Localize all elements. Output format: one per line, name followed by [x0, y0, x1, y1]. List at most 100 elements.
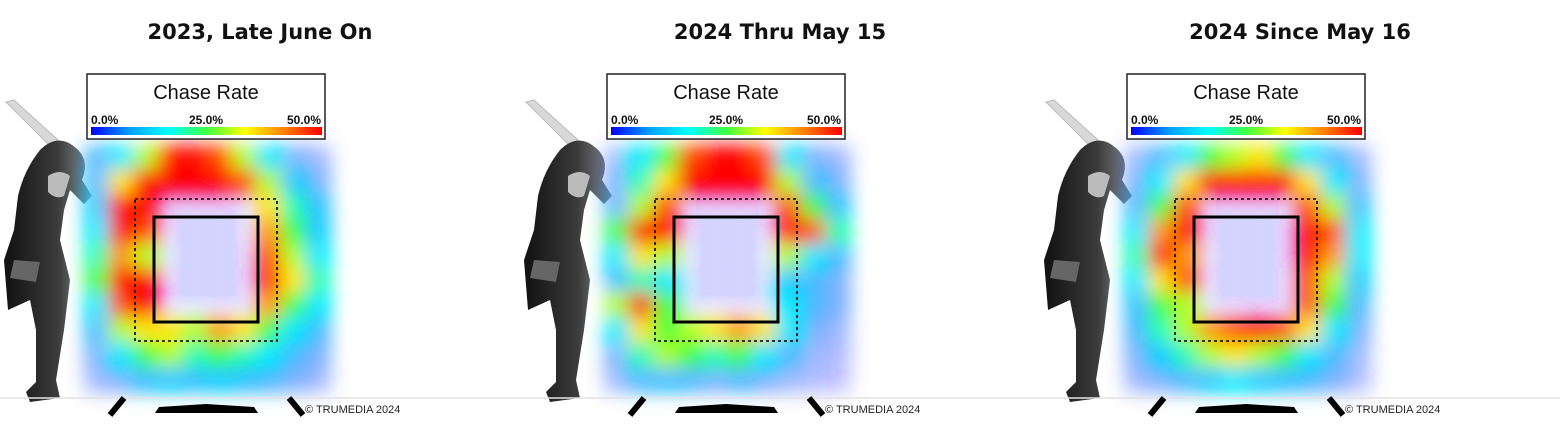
heat-cell — [157, 169, 184, 197]
heat-cell — [280, 366, 307, 393]
legend-tick-label: 25.0% — [189, 113, 223, 127]
heat-cell — [751, 268, 778, 295]
heat-cell — [157, 145, 184, 172]
heat-cell — [231, 268, 258, 295]
heat-cell — [1246, 169, 1273, 197]
heat-cell — [108, 169, 135, 197]
heat-cell — [1222, 169, 1249, 197]
batter-box-line-left — [107, 396, 127, 417]
heat-cell — [231, 292, 258, 320]
heat-cell — [1344, 218, 1371, 246]
heat-cell — [182, 169, 209, 197]
heat-cell — [751, 366, 778, 393]
zone-chart: Chase Rate 0.0% 25.0% 50.0% © TRUMEDIA 2024 — [1040, 73, 1560, 417]
credit-text: © TRUMEDIA 2024 — [825, 404, 920, 416]
heat-cell — [1197, 169, 1224, 197]
heat-cell — [304, 243, 331, 270]
heat-cell — [1271, 218, 1298, 246]
heat-cell — [157, 292, 184, 320]
heat-cell — [824, 317, 851, 344]
heat-cell — [751, 341, 778, 369]
heat-cell — [702, 341, 729, 369]
heat-cell — [206, 218, 233, 246]
heat-cell — [751, 145, 778, 172]
heat-cell — [1271, 366, 1298, 393]
heat-cell — [1222, 268, 1249, 295]
heat-cell — [824, 243, 851, 270]
heat-cell — [628, 292, 655, 320]
legend: Chase Rate 0.0% 25.0% 50.0% — [606, 73, 846, 140]
panel-title: 2024 Since May 16 — [1189, 20, 1411, 44]
heat-cell — [1173, 268, 1200, 295]
heat-cell — [84, 292, 111, 320]
heat-cell — [108, 366, 135, 393]
heat-cell — [653, 292, 680, 320]
heat-cell — [1197, 268, 1224, 295]
heat-cell — [604, 194, 631, 221]
heat-cell — [1320, 194, 1347, 221]
legend-tick-label: 0.0% — [91, 113, 119, 127]
legend-tick-label: 0.0% — [1131, 113, 1159, 127]
heat-cell — [677, 169, 704, 197]
credit-text: © TRUMEDIA 2024 — [305, 404, 400, 416]
heat-cell — [108, 243, 135, 270]
heat-cell — [206, 243, 233, 270]
heat-cell — [133, 243, 160, 270]
heat-cell — [1124, 218, 1151, 246]
heat-cell — [108, 268, 135, 295]
heat-cell — [775, 145, 802, 172]
heat-cell — [677, 145, 704, 172]
heat-cell — [1246, 145, 1273, 172]
heat-cell — [751, 243, 778, 270]
heat-cell — [1246, 366, 1273, 393]
heat-cell — [280, 292, 307, 320]
heat-cell — [84, 243, 111, 270]
heat-cell — [1197, 292, 1224, 320]
heat-cell — [1344, 317, 1371, 344]
legend-tick-label: 50.0% — [807, 113, 841, 127]
heat-cell — [1295, 341, 1322, 369]
heat-cell — [206, 145, 233, 172]
heat-cell — [84, 268, 111, 295]
heat-cell — [653, 366, 680, 393]
heat-cell — [108, 145, 135, 172]
heat-cell — [628, 194, 655, 221]
heat-cell — [206, 292, 233, 320]
heat-cell — [1197, 341, 1224, 369]
heat-cell — [108, 341, 135, 369]
heat-cell — [1344, 366, 1371, 393]
heat-cell — [133, 268, 160, 295]
batter-box-line-left — [627, 396, 647, 417]
heat-cell — [1246, 292, 1273, 320]
heat-cell — [108, 194, 135, 221]
legend-tick-label: 50.0% — [1327, 113, 1361, 127]
heat-cell — [206, 341, 233, 369]
heat-cell — [304, 366, 331, 393]
heat-cell — [157, 341, 184, 369]
heat-cell — [255, 145, 282, 172]
heat-cell — [182, 292, 209, 320]
heat-cell — [1148, 292, 1175, 320]
heat-cell — [1148, 218, 1175, 246]
heat-cell — [800, 292, 827, 320]
legend: Chase Rate 0.0% 25.0% 50.0% — [86, 73, 326, 140]
heat-cell — [231, 218, 258, 246]
heat-cell — [255, 169, 282, 197]
legend-title: Chase Rate — [153, 82, 259, 104]
heat-cell — [304, 169, 331, 197]
heat-cell — [824, 194, 851, 221]
panel-title: 2023, Late June On — [147, 20, 373, 44]
legend-tick-label: 50.0% — [287, 113, 321, 127]
heat-cell — [1320, 366, 1347, 393]
heat-cell — [84, 145, 111, 172]
legend-tick-label: 0.0% — [611, 113, 639, 127]
heat-cell — [604, 145, 631, 172]
panel-title: 2024 Thru May 15 — [673, 20, 887, 44]
heat-cell — [1246, 341, 1273, 369]
heat-cell — [604, 341, 631, 369]
heat-cell — [702, 169, 729, 197]
heat-cell — [702, 292, 729, 320]
zone-chart: Chase Rate 0.0% 25.0% 50.0% © TRUMEDIA 2024 — [0, 73, 520, 417]
heat-cell — [280, 268, 307, 295]
strike-zone — [672, 215, 780, 324]
